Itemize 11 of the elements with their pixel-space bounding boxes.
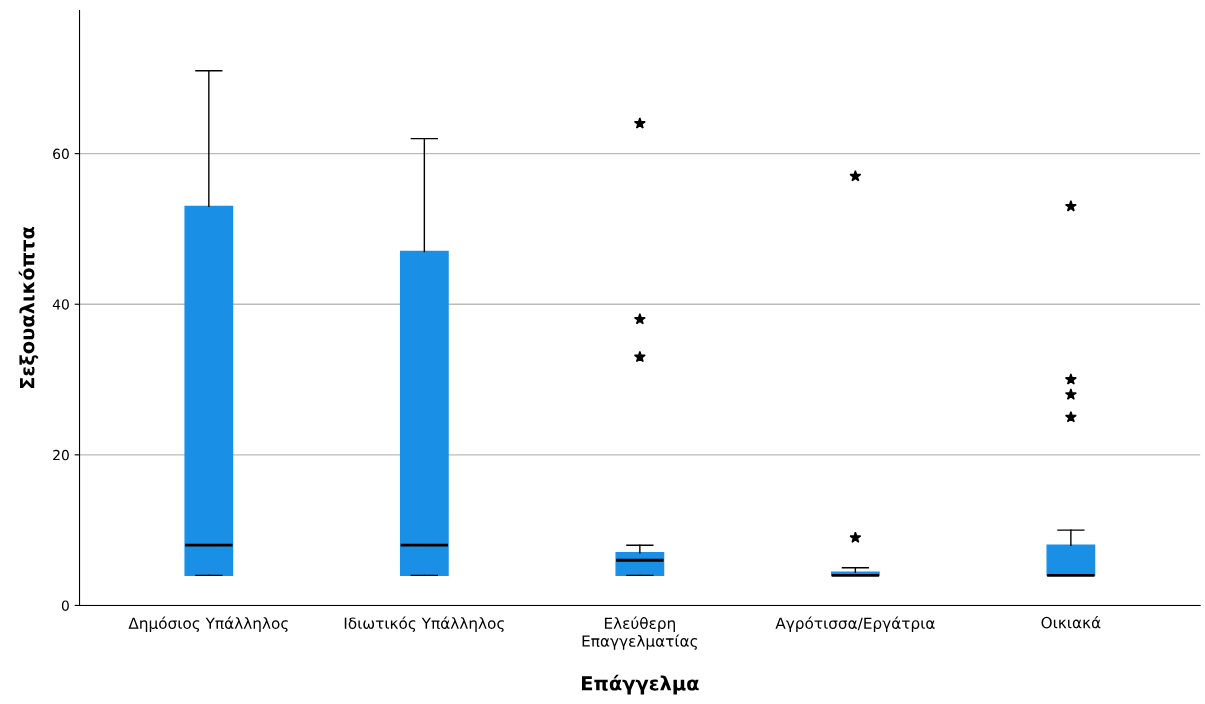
- x-axis-title: Επάγγελμα: [581, 674, 699, 695]
- y-axis-title: Σεξουαλικόπτα: [18, 227, 39, 389]
- x-tick-label: Δημόσιος Υπάλληλος: [128, 616, 288, 632]
- y-tick-label: 20: [53, 449, 69, 461]
- x-tick-label: Ιδιωτικός Υπάλληλος: [344, 616, 504, 632]
- y-tick-label: 0: [61, 600, 69, 611]
- x-tick-label: Αγρότισσα/Εργάτρια: [775, 616, 935, 632]
- x-tick-label: Ελεύθερη Επαγγελματίας: [582, 616, 698, 650]
- x-tick-label: Οικιακά: [1041, 615, 1101, 629]
- y-tick-label: 40: [52, 299, 69, 310]
- y-tick-label: 60: [53, 148, 69, 160]
